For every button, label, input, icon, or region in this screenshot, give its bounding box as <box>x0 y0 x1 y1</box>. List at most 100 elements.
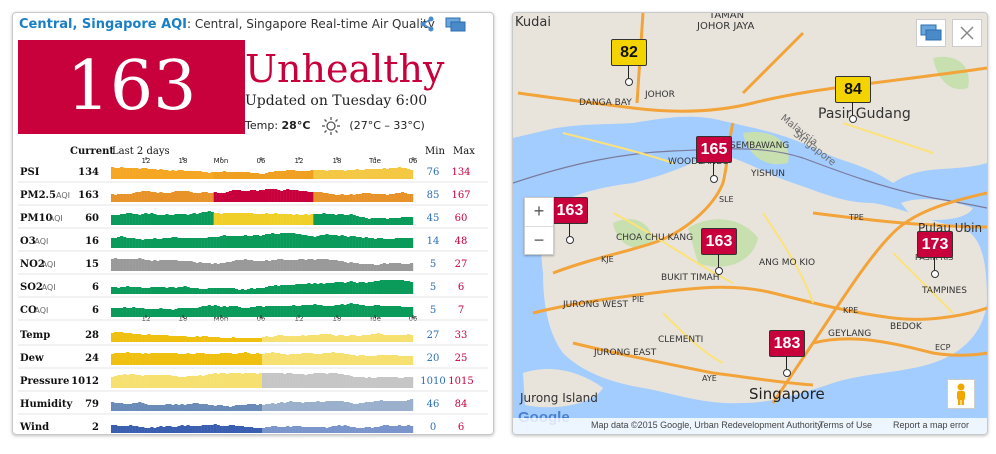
map-park <box>613 219 653 248</box>
map-canvas[interactable] <box>513 13 987 434</box>
history-bar <box>262 288 266 294</box>
windows-icon[interactable] <box>445 16 467 32</box>
history-bar <box>186 337 190 342</box>
history-bar <box>150 169 154 179</box>
history-bar <box>114 287 118 294</box>
history-bar <box>165 288 169 294</box>
history-bar <box>144 288 148 294</box>
history-bar <box>135 334 139 342</box>
history-bar <box>147 214 151 225</box>
history-bar <box>361 305 365 317</box>
history-bar <box>225 236 229 248</box>
history-bar <box>403 426 408 433</box>
history-bar <box>358 282 362 294</box>
map-marker[interactable]: 163 <box>701 228 737 275</box>
history-bar <box>286 170 290 179</box>
history-bar <box>349 281 353 294</box>
map-panel[interactable]: Kudai TAMAN JOHOR JAYA DANGA BAY JOHOR P… <box>512 12 988 435</box>
history-bar <box>201 212 205 225</box>
history-bar <box>216 337 220 342</box>
history-bar <box>313 214 317 225</box>
history-bar <box>156 427 160 433</box>
history-bar <box>246 373 251 388</box>
history-bar <box>246 353 251 365</box>
row-current-value: 2 <box>92 422 99 433</box>
history-bar <box>132 168 136 179</box>
history-bar <box>252 173 257 179</box>
map-label-danga-bay: DANGA BAY <box>579 98 632 108</box>
share-icon[interactable] <box>418 16 436 32</box>
fullscreen-icon[interactable] <box>952 19 982 47</box>
map-label-geylang: GEYLANG <box>828 329 872 339</box>
history-bar <box>114 215 118 225</box>
history-bar <box>265 287 269 294</box>
history-bar <box>138 334 142 342</box>
history-bar <box>388 377 393 388</box>
history-bar <box>225 426 229 433</box>
history-bar <box>156 193 160 202</box>
history-bar <box>180 354 184 365</box>
history-bar <box>310 192 314 202</box>
pegman-icon[interactable] <box>947 379 975 409</box>
history-bar <box>165 193 169 202</box>
history-bar <box>409 194 414 202</box>
history-bar <box>355 237 359 248</box>
history-bar <box>280 402 284 411</box>
history-bar <box>280 427 284 433</box>
history-bar <box>355 377 359 388</box>
history-bar <box>132 214 136 225</box>
history-bar <box>286 426 290 433</box>
map-marker[interactable]: 163 <box>552 197 588 244</box>
history-bar <box>159 375 163 388</box>
history-bar <box>207 405 211 411</box>
history-bar <box>111 194 115 202</box>
history-bar <box>246 308 251 317</box>
map-marker[interactable]: 173 <box>917 231 953 278</box>
history-bar <box>144 168 148 179</box>
history-bar <box>114 195 118 202</box>
map-marker[interactable]: 82 <box>611 39 647 86</box>
history-bar <box>295 214 299 225</box>
history-bar <box>180 261 184 271</box>
history-bar <box>213 406 217 411</box>
map-marker[interactable]: 183 <box>769 330 805 377</box>
map-label-pie-west: PIE <box>632 295 645 304</box>
row-current-value: 6 <box>92 305 99 316</box>
city-title-link[interactable]: Central, Singapore AQI <box>19 17 188 32</box>
history-bar <box>307 236 311 248</box>
axis-tick-label: 06 <box>257 157 266 165</box>
history-bar <box>165 335 169 342</box>
history-bar <box>319 354 323 365</box>
zoom-in-button[interactable]: + <box>525 198 553 227</box>
history-bar <box>283 171 287 179</box>
history-bar <box>388 306 393 317</box>
history-bar <box>367 356 371 365</box>
history-bar <box>141 288 145 294</box>
windows-icon[interactable] <box>916 19 946 47</box>
row-min-value: 27 <box>427 330 440 341</box>
history-bar <box>162 193 166 202</box>
terms-link[interactable]: Terms of Use <box>819 420 873 430</box>
history-bar <box>219 373 223 388</box>
history-bar <box>240 308 245 317</box>
history-bar <box>252 190 257 202</box>
history-bar <box>295 374 299 388</box>
history-bar <box>343 305 347 317</box>
history-bar <box>364 237 368 248</box>
zoom-out-button[interactable]: − <box>533 230 545 250</box>
map-marker[interactable]: 165 <box>696 136 732 183</box>
history-bar <box>171 405 175 411</box>
history-bar <box>346 426 350 433</box>
history-bar <box>307 335 311 342</box>
history-bar <box>258 174 263 179</box>
history-bar <box>325 306 329 317</box>
report-error-link[interactable]: Report a map error <box>893 420 970 430</box>
history-bar <box>376 169 380 179</box>
history-bar <box>409 307 414 317</box>
history-bar <box>331 352 335 365</box>
history-bar <box>319 235 323 248</box>
row-label: PM10 <box>20 213 53 224</box>
map-marker[interactable]: 84 <box>835 76 871 123</box>
history-bar <box>132 374 136 388</box>
history-bar <box>349 214 353 225</box>
